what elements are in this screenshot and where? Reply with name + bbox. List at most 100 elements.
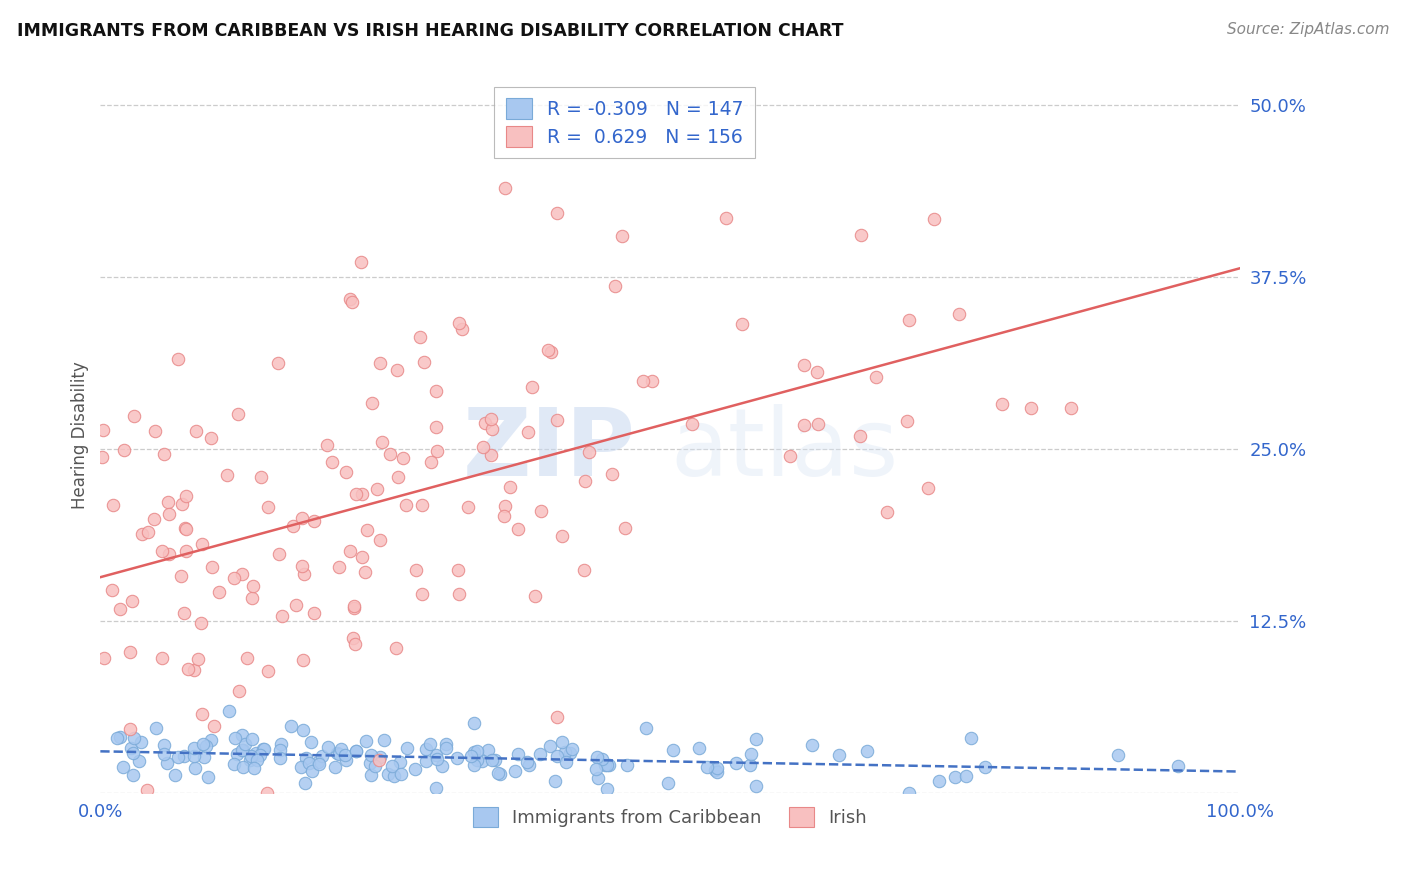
Immigrants from Caribbean <box>415 754 437 768</box>
Irish <box>457 500 479 514</box>
Immigrants from Caribbean <box>152 747 174 762</box>
Immigrants from Caribbean <box>246 753 269 767</box>
Irish <box>136 524 159 539</box>
Irish <box>413 355 436 369</box>
Irish <box>257 500 280 514</box>
Immigrants from Caribbean <box>856 744 879 758</box>
Immigrants from Caribbean <box>200 732 222 747</box>
Irish <box>371 434 394 449</box>
Irish <box>807 417 830 431</box>
Irish <box>200 432 222 446</box>
Immigrants from Caribbean <box>706 761 728 775</box>
Immigrants from Caribbean <box>425 747 447 762</box>
Immigrants from Caribbean <box>197 770 219 784</box>
Immigrants from Caribbean <box>598 758 620 772</box>
Irish <box>411 587 433 601</box>
Irish <box>356 523 378 537</box>
Irish <box>385 641 408 656</box>
Irish <box>572 563 595 577</box>
Irish <box>208 585 231 599</box>
Immigrants from Caribbean <box>463 758 485 772</box>
Irish <box>793 358 815 372</box>
Irish <box>291 510 314 524</box>
Irish <box>546 709 568 723</box>
Immigrants from Caribbean <box>744 780 766 794</box>
Immigrants from Caribbean <box>329 742 352 756</box>
Immigrants from Caribbean <box>382 768 405 782</box>
Immigrants from Caribbean <box>377 767 399 781</box>
Immigrants from Caribbean <box>706 765 728 780</box>
Immigrants from Caribbean <box>616 758 638 772</box>
Immigrants from Caribbean <box>233 738 256 752</box>
Irish <box>610 229 633 244</box>
Immigrants from Caribbean <box>465 744 488 758</box>
Irish <box>302 606 325 620</box>
Irish <box>344 487 367 501</box>
Immigrants from Caribbean <box>1167 759 1189 773</box>
Irish <box>342 295 364 310</box>
Irish <box>339 543 361 558</box>
Irish <box>186 425 208 439</box>
Immigrants from Caribbean <box>333 747 356 762</box>
Immigrants from Caribbean <box>301 764 323 779</box>
Immigrants from Caribbean <box>308 756 330 771</box>
Text: ZIP: ZIP <box>463 404 636 496</box>
Irish <box>1060 401 1083 415</box>
Immigrants from Caribbean <box>434 740 457 755</box>
Immigrants from Caribbean <box>311 748 333 763</box>
Immigrants from Caribbean <box>484 753 506 767</box>
Irish <box>574 475 596 489</box>
Immigrants from Caribbean <box>191 738 214 752</box>
Irish <box>849 429 872 443</box>
Immigrants from Caribbean <box>245 747 267 761</box>
Irish <box>228 684 250 698</box>
Irish <box>242 591 264 606</box>
Immigrants from Caribbean <box>364 758 387 772</box>
Immigrants from Caribbean <box>404 762 426 776</box>
Irish <box>342 631 364 645</box>
Immigrants from Caribbean <box>740 747 762 762</box>
Immigrants from Caribbean <box>586 771 609 785</box>
Immigrants from Caribbean <box>430 758 453 772</box>
Text: atlas: atlas <box>669 404 898 496</box>
Immigrants from Caribbean <box>166 750 188 764</box>
Immigrants from Caribbean <box>425 781 447 796</box>
Irish <box>91 423 114 437</box>
Immigrants from Caribbean <box>636 721 658 735</box>
Irish <box>191 537 214 551</box>
Irish <box>851 228 873 243</box>
Irish <box>494 180 516 194</box>
Immigrants from Caribbean <box>224 731 246 746</box>
Irish <box>222 571 245 585</box>
Immigrants from Caribbean <box>560 747 582 761</box>
Immigrants from Caribbean <box>108 730 131 744</box>
Immigrants from Caribbean <box>231 743 253 757</box>
Immigrants from Caribbean <box>395 740 418 755</box>
Irish <box>426 443 449 458</box>
Irish <box>366 483 388 497</box>
Irish <box>550 529 572 543</box>
Irish <box>425 384 447 398</box>
Irish <box>603 278 626 293</box>
Irish <box>217 467 239 482</box>
Immigrants from Caribbean <box>389 767 412 781</box>
Irish <box>614 521 637 535</box>
Irish <box>173 606 195 620</box>
Irish <box>806 365 828 379</box>
Irish <box>479 411 502 425</box>
Irish <box>917 481 939 495</box>
Immigrants from Caribbean <box>294 776 316 790</box>
Immigrants from Caribbean <box>506 747 529 761</box>
Immigrants from Caribbean <box>738 757 761 772</box>
Irish <box>110 602 132 616</box>
Irish <box>167 352 190 367</box>
Immigrants from Caribbean <box>155 756 177 770</box>
Immigrants from Caribbean <box>253 742 276 756</box>
Irish <box>922 211 945 226</box>
Immigrants from Caribbean <box>122 747 145 761</box>
Irish <box>508 522 530 536</box>
Irish <box>174 544 197 558</box>
Immigrants from Caribbean <box>335 753 357 767</box>
Irish <box>876 505 898 519</box>
Irish <box>101 583 124 598</box>
